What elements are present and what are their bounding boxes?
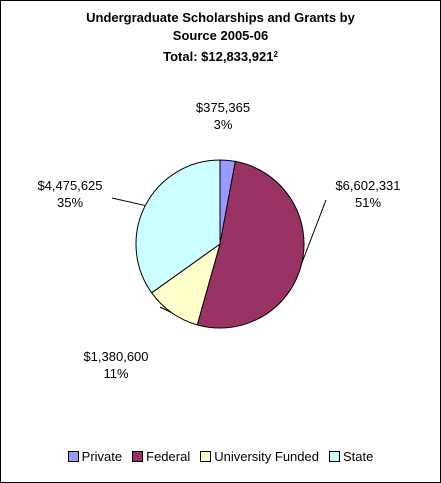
legend-label-federal: Federal [146, 449, 191, 464]
legend-item-university-funded: University Funded [200, 449, 319, 464]
pie-slice-state [135, 159, 221, 294]
leader-line-university-funded [159, 306, 172, 314]
legend-swatch-federal [132, 451, 144, 462]
percent-label-federal: 51% [354, 195, 382, 210]
legend-item-federal: Federal [132, 449, 190, 464]
percent-label-private: 3% [213, 117, 233, 132]
data-label-private: $375,365 3% [187, 99, 259, 133]
leader-line-state [111, 197, 146, 207]
value-label-university-funded: $1,380,600 [83, 349, 149, 364]
legend-label-state: State [342, 449, 374, 464]
legend-swatch-state [328, 451, 340, 462]
legend-label-university-funded: University Funded [214, 449, 319, 464]
legend-label-private: Private [81, 449, 123, 464]
data-label-state: $4,475,625 35% [28, 177, 112, 211]
value-label-private: $375,365 [195, 100, 251, 115]
percent-label-university-funded: 11% [103, 366, 129, 381]
chart-title-line1: Undergraduate Scholarships and Grants by [86, 10, 355, 25]
legend-item-state: State [328, 449, 374, 464]
value-label-federal: $6,602,331 [335, 178, 401, 193]
chart-subtitle-text: Total: $12,833,921 [163, 49, 274, 64]
pie-slice-federal [196, 160, 305, 329]
chart-title-line2: Source 2005-06 [172, 28, 269, 43]
leader-line-federal [301, 199, 327, 264]
data-label-university-funded: $1,380,600 11% [74, 348, 158, 382]
percent-label-state: 35% [56, 195, 84, 210]
legend-swatch-university-funded [200, 451, 212, 462]
legend-item-private: Private [67, 449, 123, 464]
legend-swatch-private [67, 451, 79, 462]
chart-subtitle-footnote: 2 [273, 50, 278, 59]
chart-subtitle: Total: $12,833,9212 [0, 48, 441, 66]
value-label-state: $4,475,625 [37, 178, 103, 193]
data-label-federal: $6,602,331 51% [326, 177, 410, 211]
chart-legend: Private Federal University Funded State [0, 449, 441, 464]
